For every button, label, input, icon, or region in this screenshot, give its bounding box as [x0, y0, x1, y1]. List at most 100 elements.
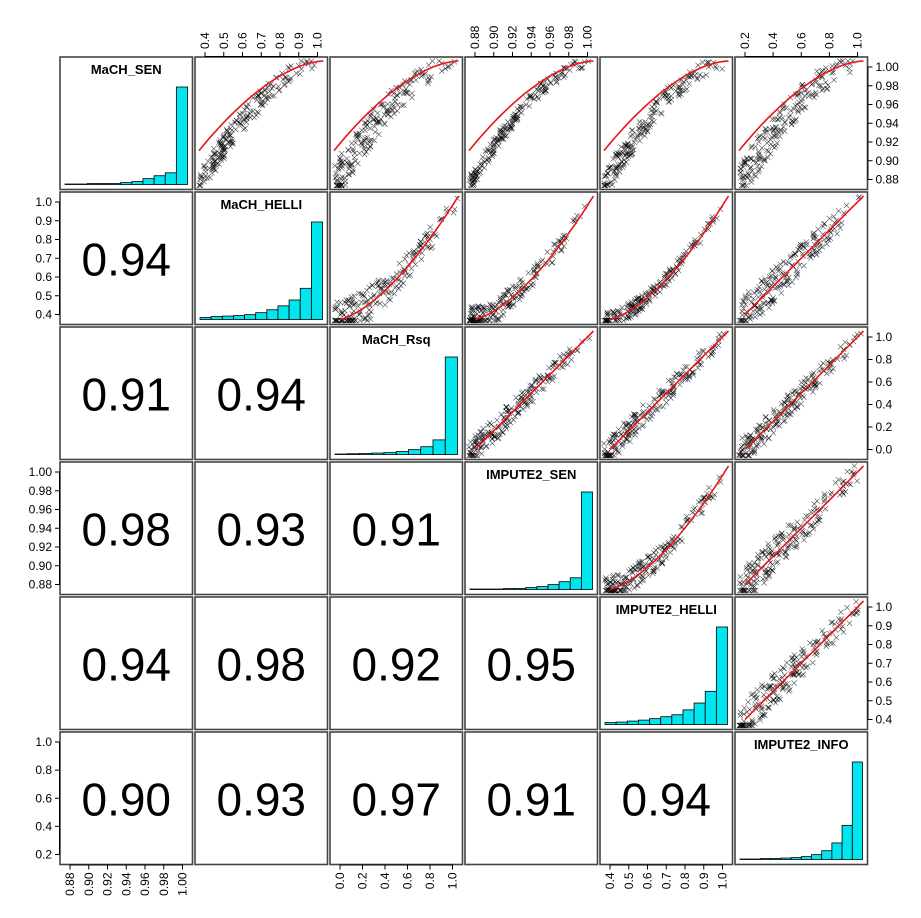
scatter-point [402, 256, 408, 262]
scatter-point [334, 299, 340, 306]
scatter-point [467, 310, 474, 317]
scatter-point [550, 248, 557, 255]
scatter-point [354, 136, 361, 142]
scatter-point [611, 168, 618, 174]
correlation-value-r4-c3: 0.95 [486, 638, 576, 690]
scatter-point [527, 94, 533, 101]
scatter-point [417, 239, 424, 245]
scatter-point [697, 71, 703, 78]
scatter-point [637, 131, 644, 138]
scatter-point [229, 138, 235, 145]
scatter-point [210, 163, 217, 170]
histogram-bar-5-2 [760, 858, 772, 860]
panel-frame-r0-c5 [734, 56, 869, 191]
panel-frame-r4-c1 [194, 596, 329, 731]
panel-contents: 0.94 0.91 0.94 0.98 0.93 0.91 0.94 0.98 0.92 0.95… [64, 58, 865, 860]
correlation-value-r4-c0: 0.94 [81, 638, 171, 690]
scatter-point [528, 92, 534, 99]
scatter-point [762, 125, 769, 132]
scatter-point [371, 123, 378, 130]
scatter-point [205, 158, 211, 165]
scatter-point [822, 79, 829, 86]
scatter-point [499, 136, 505, 143]
histogram-bar-4-1 [615, 721, 628, 725]
scatter-point [478, 160, 485, 166]
tick-label: 0.96 [138, 872, 152, 896]
scatter-point [759, 145, 765, 151]
scatter-point [769, 116, 776, 122]
tick-label: 0.8 [876, 638, 893, 652]
scatter-point [444, 63, 451, 70]
scatter-point [257, 88, 263, 95]
scatter-point [402, 86, 409, 92]
scatter-point [605, 165, 612, 172]
scatter-point [493, 134, 500, 141]
scatter-point [508, 126, 515, 132]
scatter-point [429, 58, 436, 64]
histogram-bar-4-9 [704, 690, 717, 725]
scatter-point [517, 277, 523, 284]
scatter-point [362, 315, 368, 322]
scatter-point [740, 174, 746, 181]
scatter-point [694, 76, 701, 83]
scatter-point [497, 294, 503, 301]
scatter-point [630, 146, 637, 153]
scatter-point [471, 181, 477, 187]
tick-label: 1.00 [581, 25, 595, 49]
tick-label: 0.96 [543, 25, 557, 49]
scatter-point [436, 58, 442, 64]
scatter-point [547, 79, 554, 86]
histogram-bar-5-1 [749, 858, 761, 860]
scatter-point [629, 141, 635, 148]
scatter-point [342, 299, 348, 306]
bottom-axis-0: 0.88 0.90 0.92 0.94 0.96 0.98 1.00 [63, 864, 190, 896]
scatter-point [481, 165, 488, 171]
scatter-point [575, 65, 582, 72]
scatter-point [507, 122, 514, 129]
scatter-point [550, 253, 556, 260]
scatter-point [616, 169, 623, 175]
scatter-point [211, 145, 217, 152]
histogram-bar-4-3 [638, 719, 650, 725]
scatter-point [479, 154, 486, 160]
scatter-point [549, 259, 556, 266]
scatter-point [358, 290, 364, 297]
scatter-point [648, 117, 655, 124]
scatter-point [343, 300, 350, 307]
histogram-bar-4-2 [626, 720, 639, 725]
scatter-point [637, 137, 643, 144]
scatter-point [700, 73, 706, 80]
histogram-bar-5-11 [851, 761, 863, 860]
tick-label: 0.88 [29, 578, 53, 592]
scatter-point [556, 75, 562, 81]
scatter-point [623, 142, 629, 148]
scatter-point [334, 182, 340, 189]
scatter-point [243, 115, 250, 122]
scatter-point [473, 305, 480, 312]
correlation-value-r1-c0: 0.94 [81, 233, 171, 285]
scatter-point [757, 132, 763, 139]
scatter-point [466, 177, 473, 183]
scatter-point [818, 82, 824, 89]
histogram-bar-2-3 [371, 452, 385, 455]
scatter-point [412, 77, 419, 83]
scatter-point [505, 304, 511, 310]
scatter-point [543, 87, 549, 93]
scatter-point [368, 113, 374, 120]
scatter-point [418, 73, 425, 79]
panel-frame-r4-c3 [464, 596, 599, 731]
scatter-point [380, 104, 387, 110]
tick-label: 0.98 [157, 872, 171, 896]
scatter-point [484, 315, 490, 322]
scatter-point [224, 127, 230, 133]
scatter-point [567, 67, 573, 73]
tick-label: 0.5 [35, 289, 52, 303]
scatter-point [218, 142, 224, 148]
scatter-point [813, 91, 819, 98]
scatter-point [228, 121, 234, 128]
scatter-point [376, 131, 382, 138]
scatter-panel-r0-c2 [331, 58, 459, 189]
histogram-bar-0-9 [164, 172, 177, 185]
scatter-point [339, 165, 345, 172]
scatter-point [676, 93, 682, 99]
